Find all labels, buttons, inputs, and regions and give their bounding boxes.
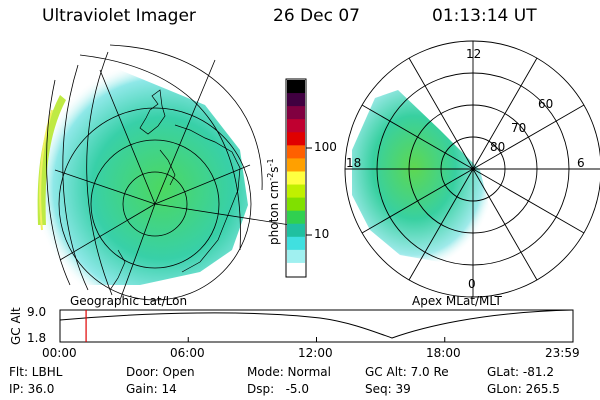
colorbar-swatch xyxy=(287,197,305,212)
colorbar-swatch xyxy=(287,223,305,238)
magnetic-image xyxy=(344,40,600,298)
mlt-label-0: 0 xyxy=(468,277,476,291)
timeline-xtick-4: 23:59 xyxy=(545,346,580,360)
info-dsp: Dsp: -5.0 xyxy=(247,382,310,396)
colorbar-swatch xyxy=(287,93,305,107)
colorbar-swatch xyxy=(287,171,305,186)
instrument-title: Ultraviolet Imager xyxy=(42,6,196,26)
continent-outline xyxy=(109,89,241,291)
colorbar-swatch xyxy=(287,80,305,94)
timeline-ylabel: GC Alt xyxy=(9,307,23,345)
limb-glow xyxy=(37,95,66,225)
magnetic-caption: Apex MLat/MLT xyxy=(412,294,502,308)
info-gc-alt: GC Alt: 7.0 Re xyxy=(365,365,449,379)
date-label: 26 Dec 07 xyxy=(273,6,360,26)
lat-lon-grid xyxy=(46,44,291,301)
colorbar-swatch xyxy=(287,132,305,146)
colorbar-swatch xyxy=(287,184,305,199)
colorbar-swatch xyxy=(287,119,305,133)
info-glon: GLon: 265.5 xyxy=(487,382,560,396)
info-filter: Flt: LBHL xyxy=(9,365,63,379)
polar-grid xyxy=(344,40,600,298)
lat-label-60: 60 xyxy=(538,97,554,111)
info-ip: IP: 36.0 xyxy=(9,382,55,396)
info-gain: Gain: 14 xyxy=(126,382,177,396)
colorbar-swatch xyxy=(287,249,305,264)
lat-label-80: 80 xyxy=(490,140,506,154)
lat-label-70: 70 xyxy=(511,121,527,135)
time-label: 01:13:14 UT xyxy=(432,6,537,26)
timeline-xtick-3: 18:00 xyxy=(426,346,461,360)
colorbar-swatch xyxy=(287,236,305,251)
info-mode: Mode: Normal xyxy=(247,365,331,379)
timeline-xtick-2: 12:00 xyxy=(298,346,333,360)
colorbar-swatch xyxy=(287,210,305,225)
colorbar-swatch xyxy=(287,145,305,159)
timeline-plot xyxy=(59,309,574,343)
colorbar-swatch xyxy=(287,262,305,277)
colorbar-unit-label: photon cm-2s-1 xyxy=(266,158,281,245)
timeline-xtick-0: 00:00 xyxy=(42,346,77,360)
colorbar-swatch xyxy=(287,158,305,172)
aurora-emission-left xyxy=(34,70,248,285)
mlt-label-6: 6 xyxy=(577,156,585,170)
info-door: Door: Open xyxy=(126,365,195,379)
info-glat: GLat: -81.2 xyxy=(487,365,554,379)
colorbar-tick-10: 10 xyxy=(314,227,330,241)
timeline-xtick-1: 06:00 xyxy=(170,346,205,360)
colorbar-tick-100: 100 xyxy=(314,140,337,154)
timeline-ytick-bottom: 1.8 xyxy=(27,331,47,345)
info-seq: Seq: 39 xyxy=(365,382,411,396)
mlt-label-12: 12 xyxy=(466,47,482,61)
colorbar xyxy=(285,78,312,278)
colorbar-swatch xyxy=(287,106,305,120)
geographic-image xyxy=(34,44,291,301)
timeline-ytick-top: 9.0 xyxy=(27,305,47,319)
geographic-caption: Geographic Lat/Lon xyxy=(70,294,188,308)
mlt-label-18: 18 xyxy=(346,156,362,170)
